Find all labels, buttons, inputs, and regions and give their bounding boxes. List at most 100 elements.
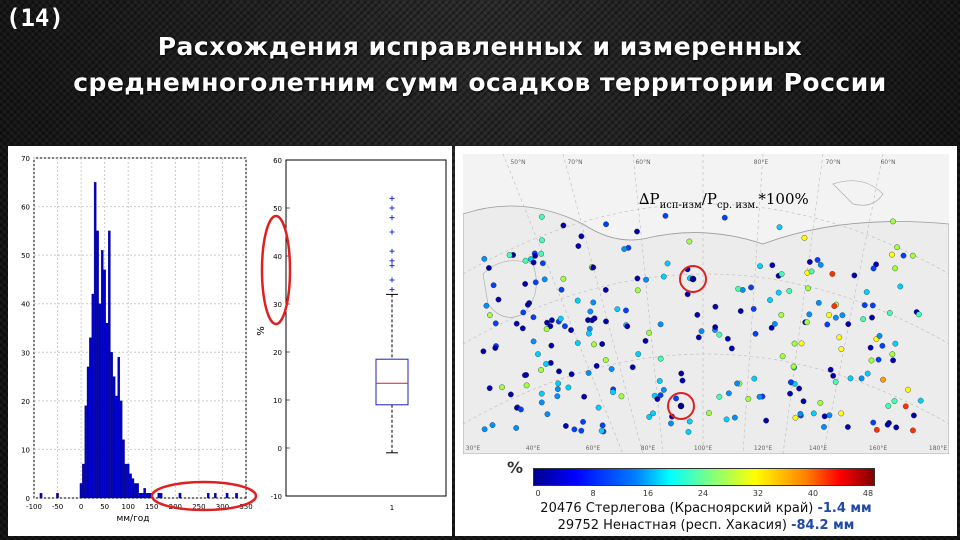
station-point [725,390,732,397]
hist-xtick-label: 100 [122,503,135,511]
station-point [870,265,877,272]
hist-xtick-label: 250 [192,503,205,511]
station-point [796,385,803,392]
station-point [745,395,752,402]
station-point [909,252,916,259]
station-point [599,341,606,347]
station-point [603,318,609,325]
station-point [868,357,875,364]
box-ytick-label: 40 [273,253,282,261]
station-point [787,379,794,386]
hist-bar [108,230,111,499]
station-point [558,286,565,293]
station-point [519,325,526,332]
station-point [629,364,636,371]
station-point [810,410,817,417]
station-point [555,380,562,387]
station-point [864,370,871,377]
station-point [610,389,616,396]
station-point [602,357,609,363]
station-point [506,252,513,258]
hist-bar [178,492,182,499]
station-point [731,414,738,421]
station-point [524,301,531,308]
hist-bar [39,492,43,499]
station-point [481,426,488,433]
station-point [624,323,631,330]
colorbar-unit-label: % [507,458,524,477]
station-point [826,312,832,318]
station-point [686,238,693,245]
station-point [805,285,811,292]
station-point [585,330,592,337]
station-point [557,315,564,322]
slide-number: (14) [6,4,64,32]
colorbar [533,468,878,486]
station-point [778,311,785,318]
station-point [598,427,605,434]
station-point [889,251,895,258]
station-point [556,368,562,375]
colorbar-tick-label: 16 [642,489,654,498]
station-point [581,393,588,400]
station-point [513,425,520,431]
hist-ytick-label: 40 [21,301,30,309]
station-point [821,424,827,430]
station-point [668,420,674,427]
station-point [836,334,843,341]
island-outline [832,180,884,206]
station-point [538,250,545,257]
box-ytick-label: 50 [273,205,282,213]
station-point [575,243,582,249]
station-map: 50°N 70°N 60°N 80°E 70°N 60°N 30°E 40°E 60°E 80°… [463,154,949,454]
colorbar-tick-label: 24 [697,489,709,498]
hist-bar [206,492,210,499]
station-point [911,412,917,419]
box-ytick-label: 30 [273,301,282,309]
map-lat-label: 60°N [635,159,650,166]
hist-xtick-label: 300 [216,503,229,511]
station-point [586,325,593,332]
charts-panel: 70 60 50 40 30 20 10 0 -100 -50 0 50 100 150 200 250 30… [8,146,452,536]
station-point [880,376,886,383]
station-point [844,424,851,430]
station-point [817,399,824,406]
station-point-highlighted [677,402,685,410]
station-point [847,375,854,382]
station-point [769,262,776,269]
map-lon-label: 30°E [466,445,481,452]
station-point [892,340,899,347]
station-caption-2: 29752 Ненастная (респ. Хакасия) -84.2 мм [557,518,855,533]
station-point [870,419,877,426]
hist-ytick-label: 10 [21,446,30,454]
colorbar-tick-label: 48 [862,489,874,498]
station-point [490,282,497,289]
highlight-ellipse-boxplot-outliers [260,214,292,326]
station-point [900,252,907,259]
hist-bar [98,303,102,499]
station-point [861,302,868,309]
station-point [660,273,667,280]
colorbar-tick-label: 0 [535,489,541,498]
station-point [892,265,898,272]
hist-bar [100,250,104,499]
station-point [867,344,874,351]
station-point [599,422,606,429]
station-point [578,427,585,434]
map-lon-label: 160°E [869,445,887,452]
station-point [721,214,728,221]
station-point [779,353,786,360]
station-point [673,395,679,402]
map-lat-label: 80°E [754,159,769,166]
hist-ytick-label: 70 [21,155,30,163]
station-point [885,403,892,409]
station-point [801,234,808,241]
station-point [643,276,649,283]
hist-bar [235,492,238,499]
hist-ytick-label: 0 [26,495,30,503]
station-point [889,351,896,358]
station-point [806,311,813,318]
station-point [642,337,649,344]
station-point [646,414,653,420]
map-meridian [742,154,764,454]
